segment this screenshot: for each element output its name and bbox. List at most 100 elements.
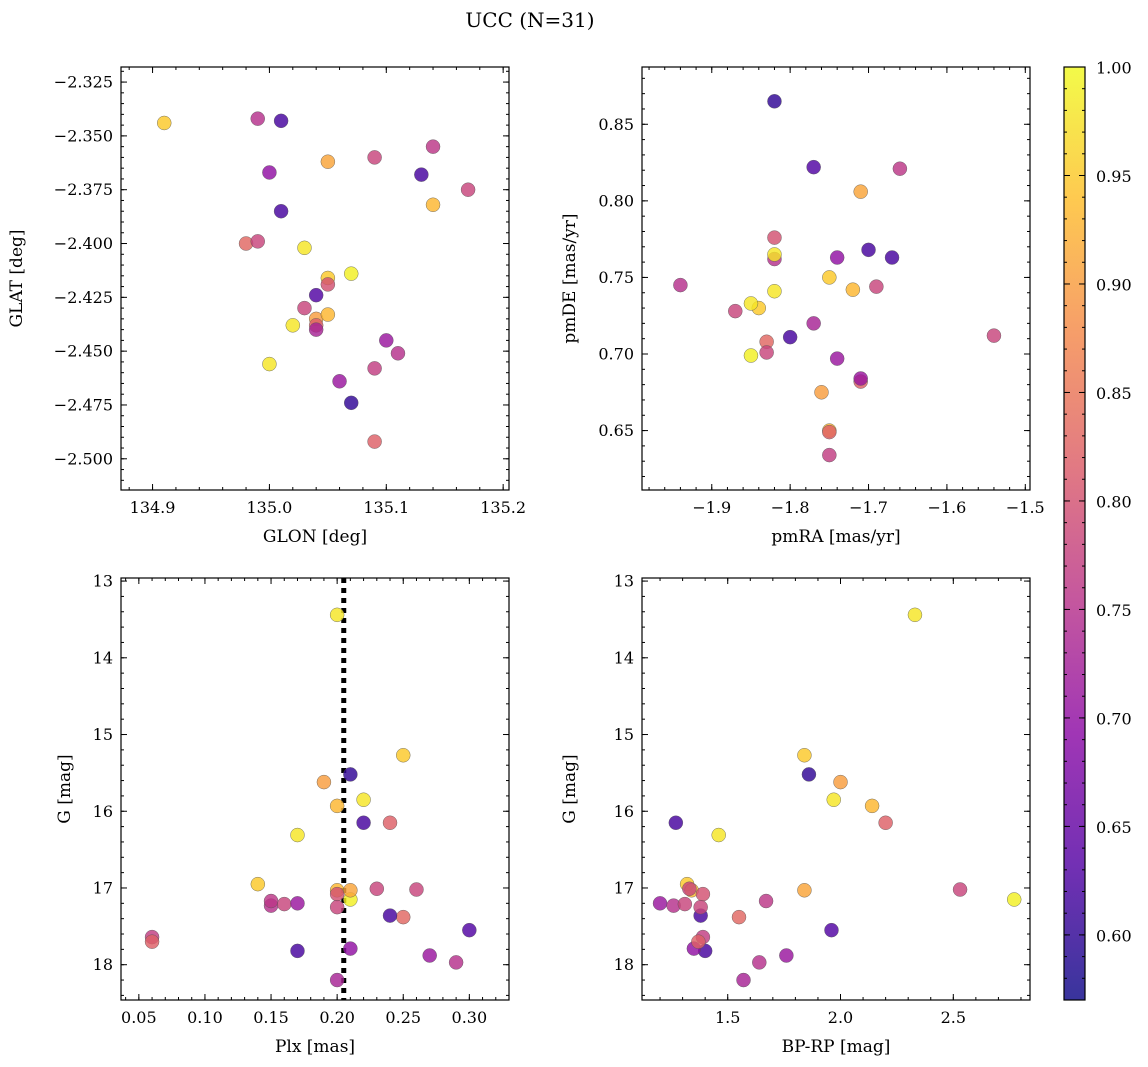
- x-tick-label: 0.25: [385, 1008, 421, 1027]
- data-point: [864, 798, 880, 814]
- data-point: [878, 815, 893, 830]
- data-point: [396, 909, 411, 925]
- y-tick-label: −2.325: [54, 73, 113, 92]
- data-point: [691, 934, 706, 949]
- ticks: [642, 578, 1030, 1000]
- panels: 134.9 135.0 135.1 135.2 −2.325 −2.350 −2.375 −2…: [7, 66, 1045, 1057]
- colorbar-tick-label: 0.85: [1096, 384, 1132, 403]
- x-axis-label: pmRA [mas/yr]: [771, 527, 900, 547]
- x-axis-label: BP-RP [mag]: [782, 1037, 891, 1057]
- data-point: [907, 607, 923, 623]
- y-tick-label: 0.65: [598, 421, 634, 440]
- y-tick-label: 14: [614, 648, 634, 667]
- data-point: [343, 883, 358, 898]
- data-point: [343, 767, 358, 782]
- data-point: [853, 184, 868, 199]
- x-tick-label: −1.5: [1006, 498, 1045, 517]
- colorbar-tick-label: 0.95: [1096, 167, 1132, 186]
- y-tick-label: 18: [614, 955, 634, 974]
- x-tick-label: 0.15: [253, 1008, 289, 1027]
- data-point: [829, 250, 845, 265]
- y-axis-label: G [mag]: [560, 754, 580, 823]
- x-tick-label: 135.2: [480, 498, 526, 517]
- data-point: [806, 316, 821, 331]
- data-point: [861, 242, 876, 258]
- y-tick-label: 13: [93, 572, 113, 591]
- y-tick-label: 16: [614, 802, 634, 821]
- data-point: [652, 896, 668, 911]
- y-tick-label: 17: [93, 878, 113, 897]
- y-tick-label: 15: [93, 725, 113, 744]
- y-tick-label: 14: [93, 648, 113, 667]
- scatter-points: [157, 111, 476, 449]
- x-tick-label: −1.8: [771, 498, 810, 517]
- x-tick-label: 135.1: [363, 498, 409, 517]
- y-tick-label: −2.425: [54, 288, 113, 307]
- data-point: [356, 815, 371, 830]
- y-tick-label: −2.500: [54, 449, 113, 468]
- data-point: [344, 266, 359, 281]
- data-point: [332, 374, 347, 389]
- ticks: [121, 578, 510, 1000]
- scatter-points: [144, 607, 477, 988]
- ticks: [121, 67, 509, 490]
- y-tick-label: −2.450: [54, 342, 113, 361]
- data-point: [884, 250, 900, 265]
- data-point: [869, 279, 884, 294]
- data-point: [824, 922, 839, 938]
- data-point: [367, 361, 382, 376]
- colorbar-tick-label: 0.90: [1096, 275, 1132, 294]
- x-tick-label: 134.9: [130, 498, 176, 517]
- data-point: [797, 883, 812, 898]
- data-point: [462, 922, 477, 938]
- data-point: [367, 434, 382, 449]
- data-point: [845, 282, 861, 297]
- data-point: [277, 896, 292, 912]
- colorbar: 0.60 0.65 0.70 0.75 0.80 0.85 0.90 0.95 1.00: [1063, 59, 1132, 1001]
- y-tick-label: 0.80: [598, 191, 634, 210]
- data-point: [250, 876, 266, 892]
- data-point: [752, 955, 767, 970]
- axes-frame: [120, 66, 510, 491]
- panel-plx-g: 0.05 0.10 0.15 0.20 0.25 0.30 13 14 15 16 17 18 Plx …: [55, 572, 510, 1057]
- data-point: [758, 893, 774, 909]
- data-point: [369, 881, 385, 896]
- y-tick-label: 18: [93, 955, 113, 974]
- data-point: [316, 774, 332, 790]
- data-point: [782, 329, 798, 345]
- data-point: [736, 972, 751, 988]
- x-axis-label: GLON [deg]: [263, 527, 367, 547]
- data-point: [290, 827, 305, 843]
- x-axis-label: Plx [mas]: [275, 1037, 355, 1057]
- data-point: [263, 893, 279, 909]
- x-tick-label: 0.20: [319, 1008, 355, 1027]
- data-point: [290, 943, 305, 959]
- y-axis-label: GLAT [deg]: [7, 229, 27, 327]
- data-point: [290, 896, 305, 911]
- data-point: [826, 792, 841, 807]
- data-point: [262, 165, 277, 180]
- data-point: [329, 886, 345, 902]
- data-point: [308, 287, 324, 303]
- data-point: [952, 882, 968, 897]
- data-point: [409, 882, 424, 897]
- y-tick-label: −2.375: [54, 180, 113, 199]
- data-point: [367, 150, 382, 165]
- axes-frame: [641, 577, 1031, 1001]
- y-tick-label: 17: [614, 878, 634, 897]
- y-tick-label: 13: [614, 572, 634, 591]
- data-point: [743, 348, 759, 363]
- data-point: [759, 345, 774, 360]
- figure-title: UCC (N=31): [465, 8, 594, 32]
- data-point: [425, 139, 441, 154]
- y-tick-label: 0.75: [598, 268, 634, 287]
- y-axis-label: pmDE [mas/yr]: [560, 213, 580, 343]
- axes-frame: [641, 66, 1031, 491]
- data-point: [682, 881, 697, 896]
- data-point: [273, 204, 289, 219]
- x-tick-label: −1.9: [692, 498, 731, 517]
- data-point: [1007, 892, 1022, 907]
- data-point: [382, 815, 398, 830]
- data-point: [320, 277, 336, 292]
- data-point: [273, 113, 289, 129]
